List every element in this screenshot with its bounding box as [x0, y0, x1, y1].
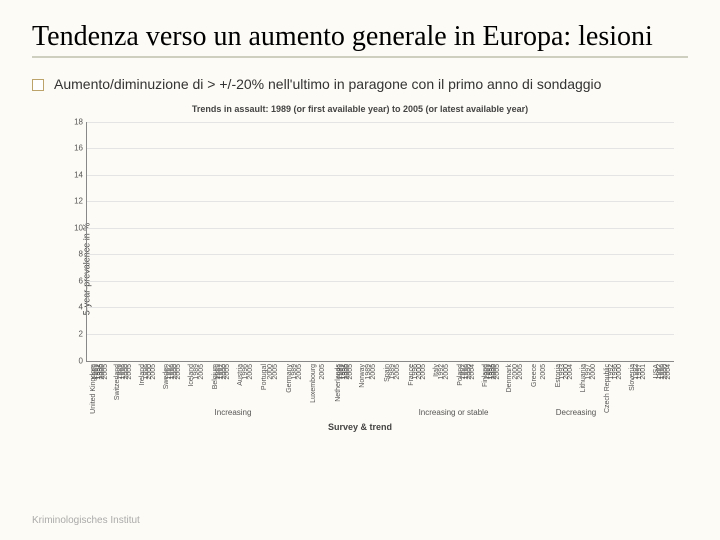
plot-area: 024681012141618 [86, 122, 674, 362]
bullet-row: Aumento/diminuzione di > +/-20% nell'ult… [32, 76, 688, 92]
footer-text: Kriminologisches Institut [32, 515, 140, 526]
bullet-icon [32, 79, 44, 91]
bars-container [87, 122, 674, 361]
chart-title: Trends in assault: 1989 (or first availa… [40, 104, 680, 114]
chart: Trends in assault: 1989 (or first availa… [40, 104, 680, 434]
slide-title: Tendenza verso un aumento generale in Eu… [32, 20, 688, 54]
bullet-text: Aumento/diminuzione di > +/-20% nell'ult… [54, 76, 601, 92]
trend-labels: IncreasingIncreasing or stableDecreasing [86, 408, 674, 420]
title-block: Tendenza verso un aumento generale in Eu… [32, 20, 688, 58]
x-axis-label: Survey & trend [40, 422, 680, 432]
